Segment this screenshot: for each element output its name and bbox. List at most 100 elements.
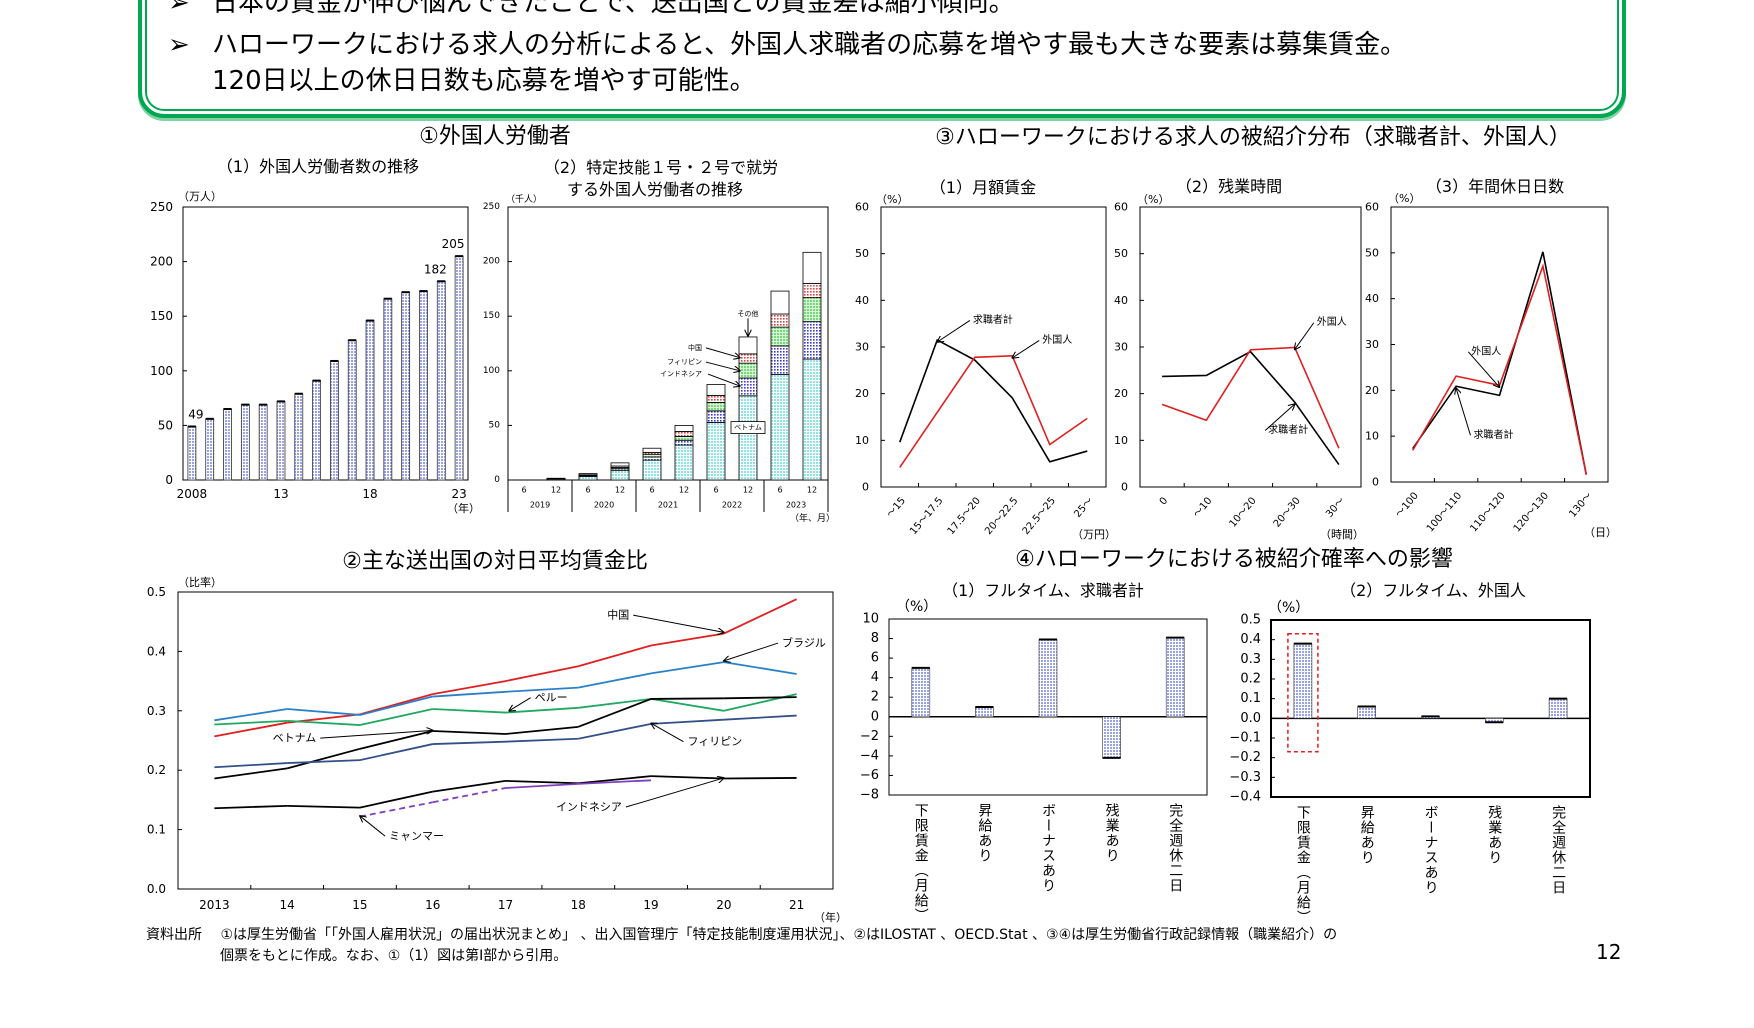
x-tick-label: 17: [498, 898, 513, 912]
x-tick-label: 18: [362, 487, 377, 501]
bar-segment: [642, 447, 662, 453]
annotation-arrow: [320, 730, 432, 739]
series-line-segment: [287, 708, 361, 716]
x-category-label: 昇給あり: [976, 803, 993, 863]
series-label: ベトナム: [734, 424, 762, 432]
x-unit: （日）: [1584, 526, 1617, 539]
bar-segment: [770, 290, 790, 315]
y-tick-label: 0: [1121, 481, 1128, 494]
x-unit: （時間）: [1320, 528, 1364, 541]
bar-segment: [578, 475, 598, 481]
annotation-arrow: [509, 697, 531, 711]
bullet-text-continuation: 120日以上の休日日数も応募を増やす可能性。: [212, 66, 756, 96]
series-line-segment: [287, 719, 360, 726]
series-line-segment: [723, 714, 797, 721]
series-line-segment: [359, 708, 433, 726]
series-line-segment: [723, 598, 797, 635]
y-tick-label: 10: [1365, 430, 1379, 443]
bar: [1102, 716, 1121, 759]
series-line-segment: [723, 661, 797, 675]
x-category-label: 残業あり: [1103, 803, 1120, 863]
y-tick-label: 200: [150, 255, 173, 269]
chart-wage-ratio: 0.0 0.1 0.2 0.3 0.4 0.5 2013 14 15 16 17 18 19 20 21 中国…: [147, 585, 834, 912]
y-tick-label: 0.0: [147, 882, 166, 896]
x-tick-label: 19: [643, 898, 658, 912]
bar-segment: [706, 402, 726, 412]
x-group-label: 2023: [786, 501, 806, 510]
bar-segment: [578, 473, 598, 476]
bar-segment: [706, 410, 726, 423]
series-line-segment: [505, 706, 579, 714]
source-note: 個票をもとに作成。なお、①（1）図は第Ⅰ部から引用。: [220, 948, 568, 964]
series-label: ペルー: [535, 691, 568, 704]
y-tick-label: 0: [1372, 476, 1379, 489]
plot-frame: [1270, 619, 1591, 798]
section-title-1: ①外国人労働者: [419, 124, 571, 149]
x-tick-label: 2013: [199, 898, 230, 912]
series-line-segment: [505, 737, 579, 743]
series-line-segment: [214, 719, 288, 726]
x-tick-label: 100～110: [1425, 490, 1464, 534]
y-tick-label: 40: [855, 294, 869, 307]
bar: [454, 255, 464, 481]
y-tick-label: 50: [855, 247, 869, 260]
series-line-segment: [287, 804, 360, 809]
y-unit: （万人）: [178, 190, 222, 203]
series-label: フィリピン: [667, 358, 702, 366]
bar: [205, 418, 215, 481]
bar: [330, 360, 339, 481]
series-line-segment: [578, 722, 652, 740]
y-unit: （%）: [1388, 192, 1421, 205]
x-tick-label: 110～120: [1468, 490, 1507, 534]
series-label: その他: [738, 309, 759, 318]
chart-title: （1）フルタイム、求職者計: [942, 581, 1144, 600]
series-label: 外国人: [1317, 316, 1347, 328]
series-line-segment: [650, 632, 724, 647]
series-line: [899, 355, 1088, 468]
series-line-segment: [505, 665, 579, 682]
plot-frame: [1139, 206, 1362, 488]
y-tick-label: −0.3: [1229, 770, 1261, 785]
x-unit: （年）: [814, 911, 847, 924]
series-line-segment: [359, 730, 433, 750]
bullet-text: ハローワークにおける求人の分析によると、外国人求職者の応募を増やす最も大きな要素…: [212, 30, 1407, 60]
x-category-label: 昇給あり: [1358, 805, 1375, 865]
bar: [1038, 639, 1058, 718]
series-line-segment: [505, 686, 579, 693]
y-tick-label: 60: [1114, 201, 1128, 214]
y-unit: （千人）: [506, 195, 543, 205]
y-tick-label: 0.5: [1240, 613, 1261, 628]
y-unit: （%）: [896, 599, 938, 615]
annotation-arrow: [705, 361, 740, 371]
series-label-box: [730, 421, 766, 434]
x-tick-label: 20～22.5: [983, 495, 1020, 537]
bar: [401, 291, 411, 481]
x-tick-label: 21: [789, 898, 804, 912]
bar: [911, 667, 931, 718]
series-line-segment: [432, 708, 506, 714]
bar-segment: [802, 321, 822, 360]
x-tick-label: 13: [273, 487, 288, 501]
section-title-2: ②主な送出国の対日平均賃金比: [342, 549, 648, 574]
y-tick-label: 50: [1365, 246, 1379, 259]
y-tick-label: 60: [855, 201, 869, 214]
bar-segment: [770, 345, 790, 375]
x-tick-label: 30～: [1324, 495, 1347, 519]
y-tick-label: 250: [150, 200, 173, 214]
y-tick-label: 150: [483, 311, 500, 321]
series-line-segment: [505, 725, 579, 735]
annotation-arrow: [1264, 404, 1295, 431]
series-line-segment: [359, 801, 433, 818]
y-tick-label: −2: [860, 729, 879, 744]
chart-title: （2）残業時間: [1175, 177, 1283, 196]
x-unit: （年）: [447, 502, 480, 515]
chart-title: （2）特定技能１号・２号で就労: [543, 158, 779, 177]
bar-segment: [674, 439, 694, 446]
y-tick-label: 0.3: [1240, 652, 1261, 667]
y-tick-label: 0.1: [1240, 691, 1261, 706]
bar-segment: [674, 444, 694, 481]
y-tick-label: 200: [483, 257, 500, 267]
series-line: [898, 338, 1088, 463]
y-tick-label: 50: [1114, 247, 1128, 260]
